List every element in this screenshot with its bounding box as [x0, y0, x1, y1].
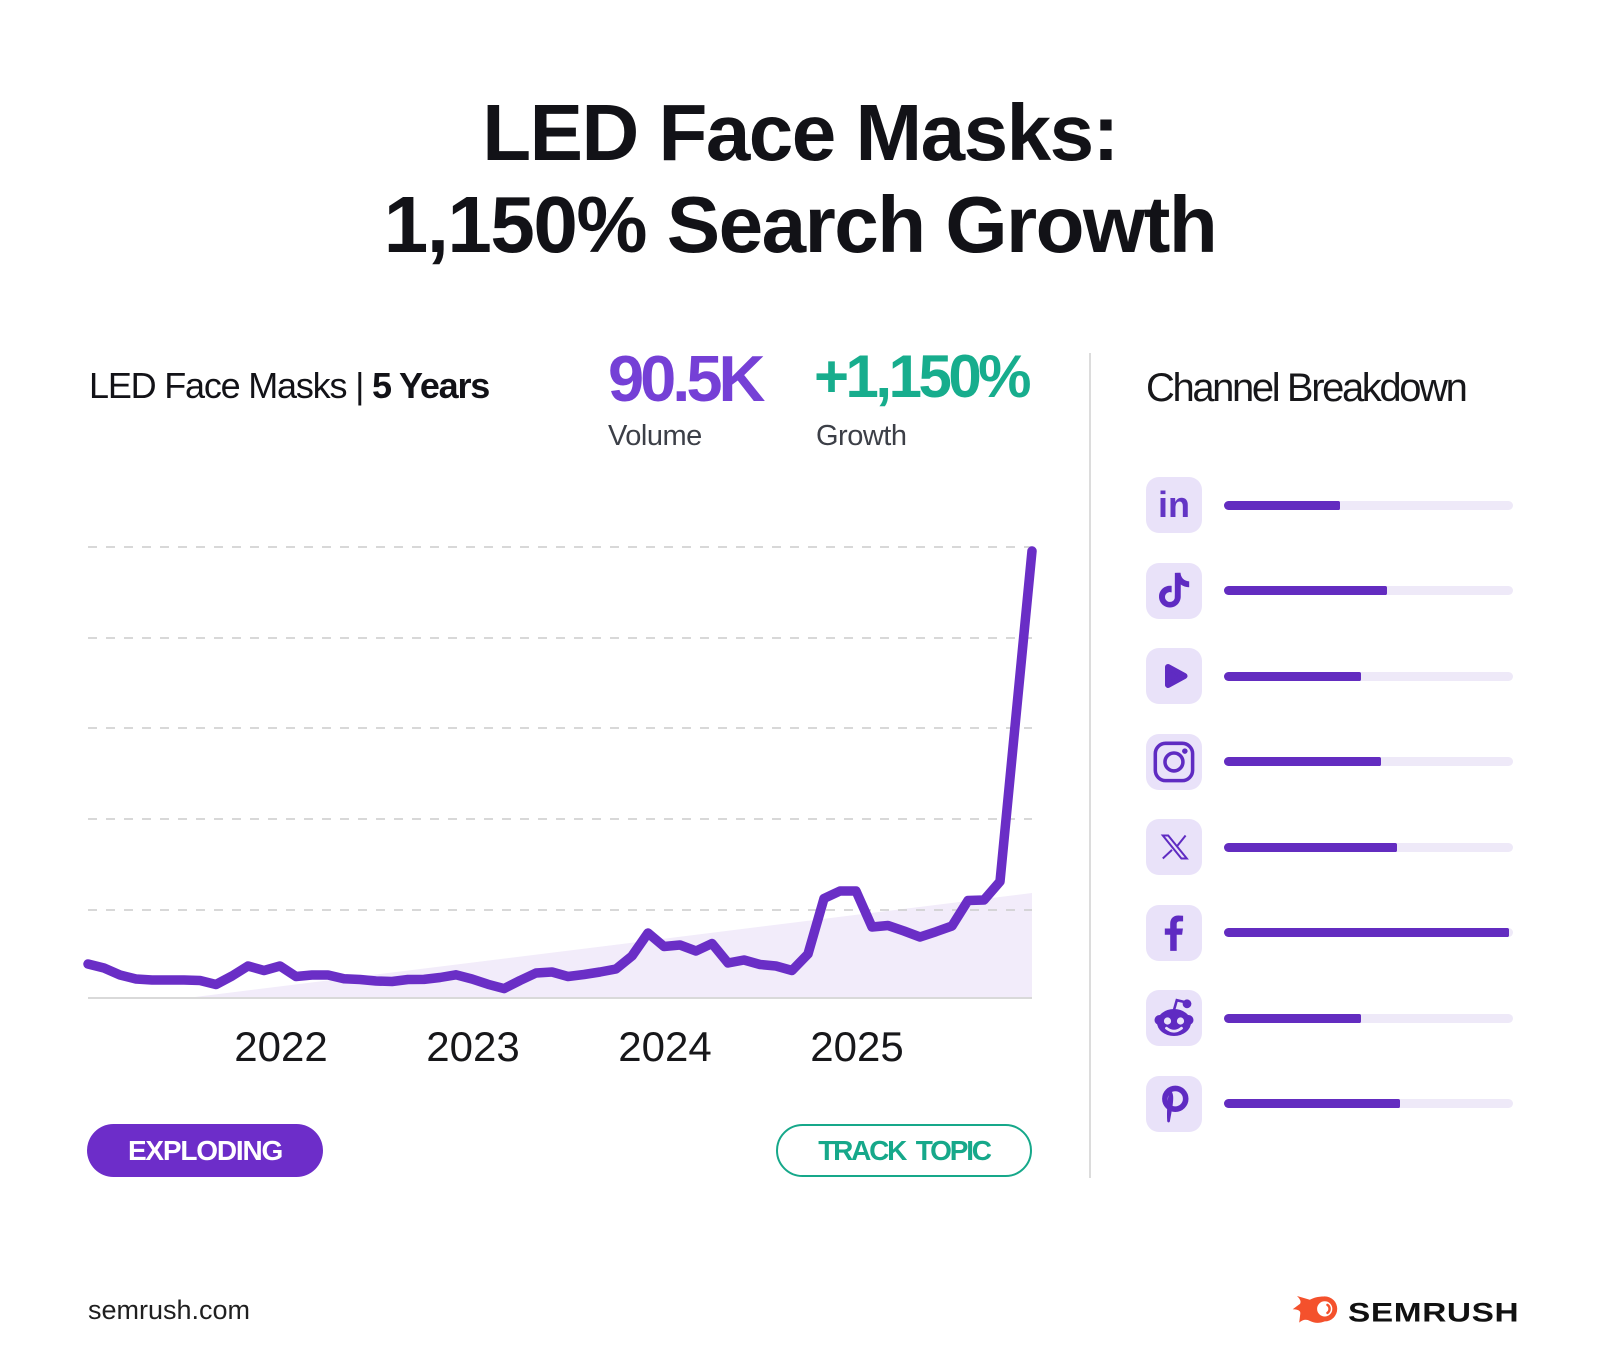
svg-text:SEMRUSH: SEMRUSH	[1348, 1299, 1519, 1328]
svg-text:in: in	[1158, 484, 1190, 525]
